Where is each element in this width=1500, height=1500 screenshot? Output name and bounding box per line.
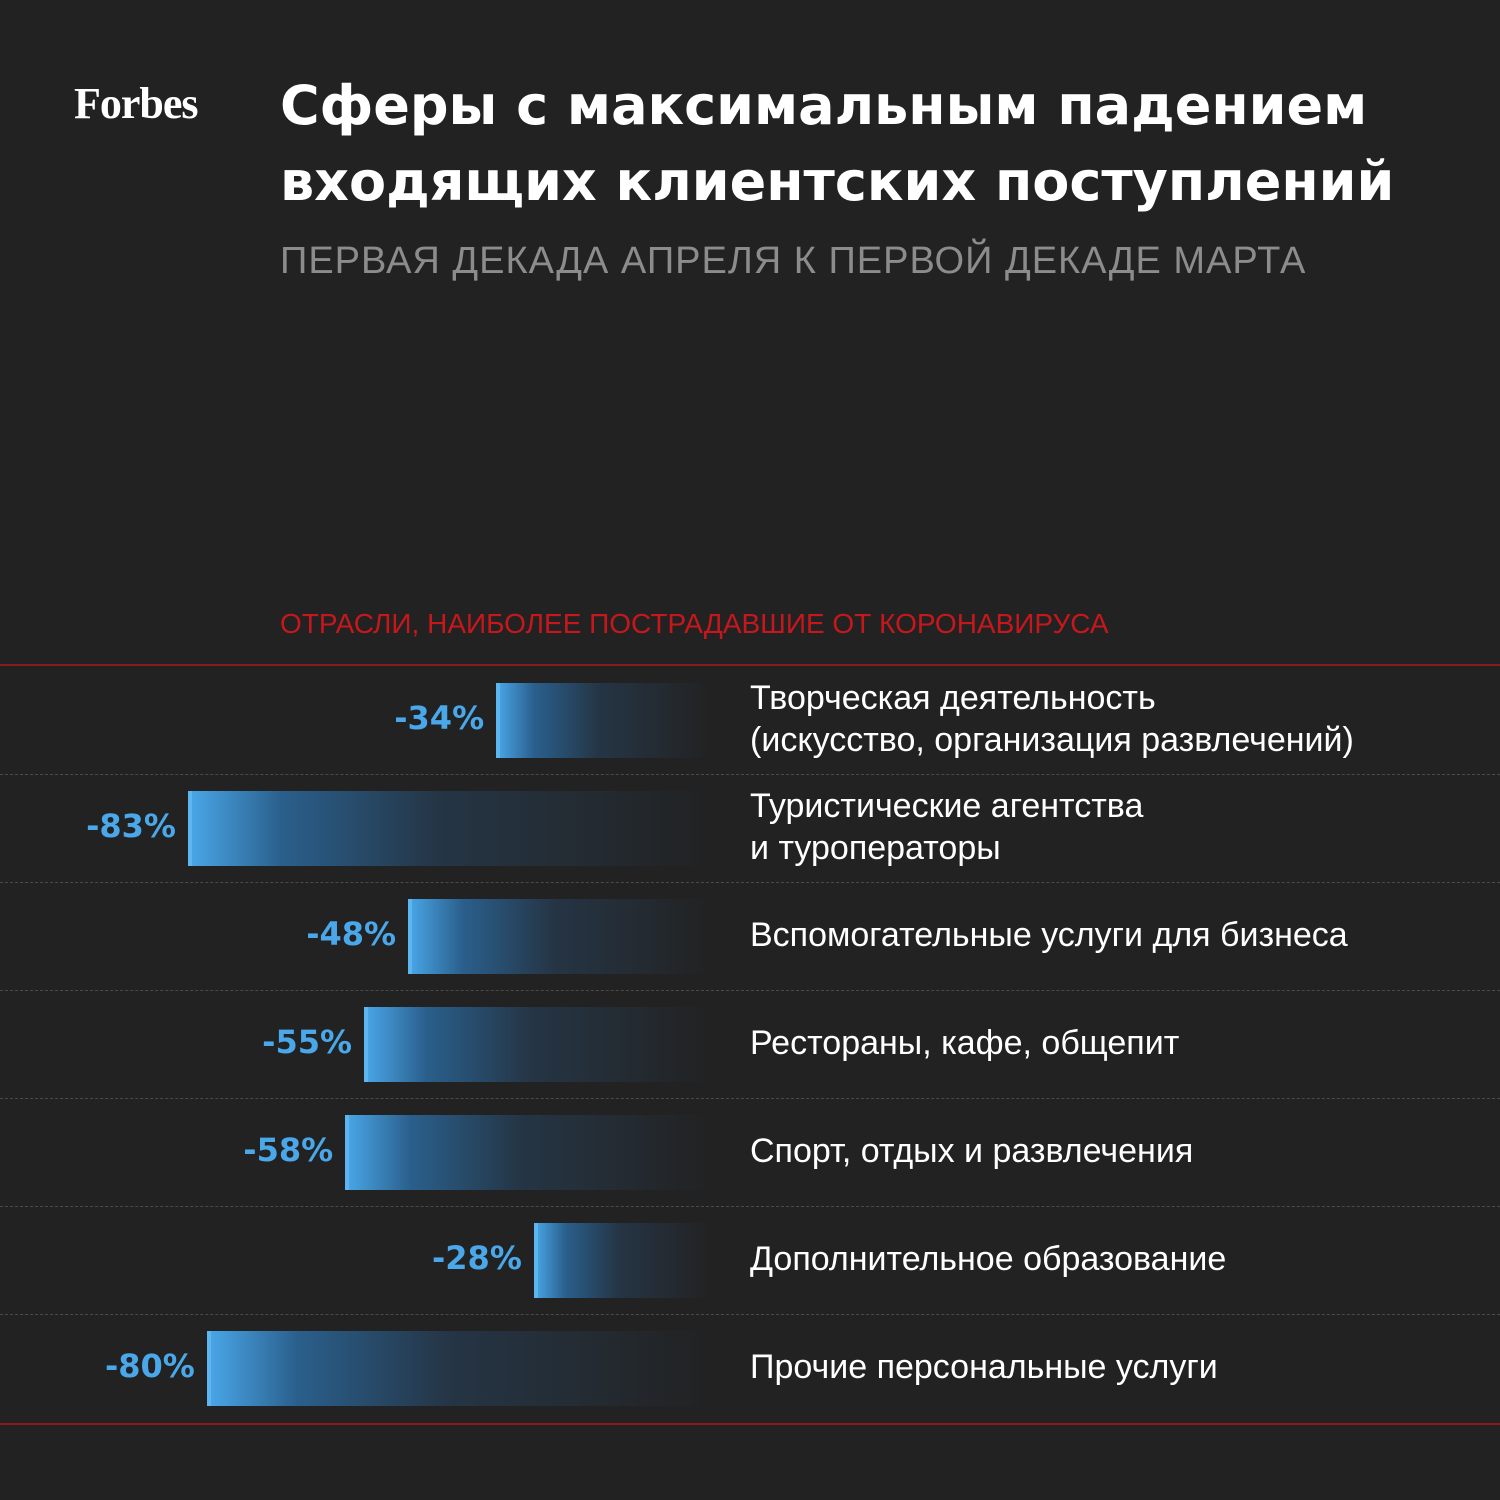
chart-row: -83% Туристические агентства и туроператор…	[0, 775, 1500, 883]
bar-chart: -34% Творческая деятельность (искусство, о…	[0, 667, 1500, 1423]
category-label: Туристические агентства и туроператоры	[750, 785, 1143, 869]
bar-value-label: -58%	[243, 1131, 334, 1169]
bar-value-label: -80%	[104, 1347, 195, 1385]
category-label: Творческая деятельность (искусство, орган…	[750, 677, 1354, 761]
category-label: Спорт, отдых и развлечения	[750, 1130, 1193, 1172]
forbes-logo: Forbes	[74, 79, 199, 128]
category-label-line: Дополнительное образование	[750, 1240, 1227, 1278]
chart-bar	[206, 1331, 710, 1406]
chart-row: -80% Прочие персональные услуги	[0, 1315, 1500, 1423]
bottom-divider	[0, 1423, 1500, 1425]
category-label-line: Рестораны, кафе, общепит	[750, 1024, 1180, 1062]
category-label-line: Вспомогательные услуги для бизнеса	[750, 916, 1348, 954]
category-label-line: Спорт, отдых и развлечения	[750, 1132, 1194, 1170]
chart-row: -28% Дополнительное образование	[0, 1207, 1500, 1315]
section-label: ОТРАСЛИ, НАИБОЛЕЕ ПОСТРАДАВШИЕ ОТ КОРОНА…	[280, 608, 1109, 639]
page-title: Сферы с максимальным падением входящих к…	[280, 68, 1460, 220]
bar-value-label: -83%	[86, 807, 176, 845]
bar-value-label: -48%	[306, 915, 397, 953]
chart-row: -48% Вспомогательные услуги для бизнеса	[0, 883, 1500, 991]
chart-bar	[408, 899, 710, 974]
chart-bar	[364, 1007, 710, 1082]
category-label-line: Творческая деятельность	[750, 679, 1156, 717]
category-label: Дополнительное образование	[750, 1238, 1226, 1280]
category-label-line: (искусство, организация развлечений)	[750, 721, 1354, 759]
chart-bar	[533, 1223, 710, 1298]
category-label: Рестораны, кафе, общепит	[750, 1022, 1179, 1064]
title-line-1: Сферы с максимальным падением	[280, 74, 1368, 137]
page-subtitle: ПЕРВАЯ ДЕКАДА АПРЕЛЯ К ПЕРВОЙ ДЕКАДЕ МАР…	[280, 240, 1307, 282]
chart-bar	[187, 791, 710, 866]
chart-row: -55% Рестораны, кафе, общепит	[0, 991, 1500, 1099]
chart-bar	[345, 1115, 710, 1190]
category-label: Вспомогательные услуги для бизнеса	[750, 914, 1348, 956]
category-label: Прочие персональные услуги	[750, 1346, 1218, 1388]
category-label-line: и туроператоры	[750, 829, 1001, 867]
bar-value-label: -28%	[432, 1239, 522, 1277]
chart-row: -34% Творческая деятельность (искусство, о…	[0, 667, 1500, 775]
bar-value-label: -55%	[262, 1023, 353, 1061]
top-divider	[0, 664, 1500, 666]
title-line-2: входящих клиентских поступлений	[280, 150, 1395, 213]
bar-value-label: -34%	[394, 699, 485, 737]
category-label-line: Туристические агентства	[750, 787, 1144, 825]
chart-row: -58% Спорт, отдых и развлечения	[0, 1099, 1500, 1207]
chart-bar	[496, 683, 710, 758]
category-label-line: Прочие персональные услуги	[750, 1348, 1218, 1386]
